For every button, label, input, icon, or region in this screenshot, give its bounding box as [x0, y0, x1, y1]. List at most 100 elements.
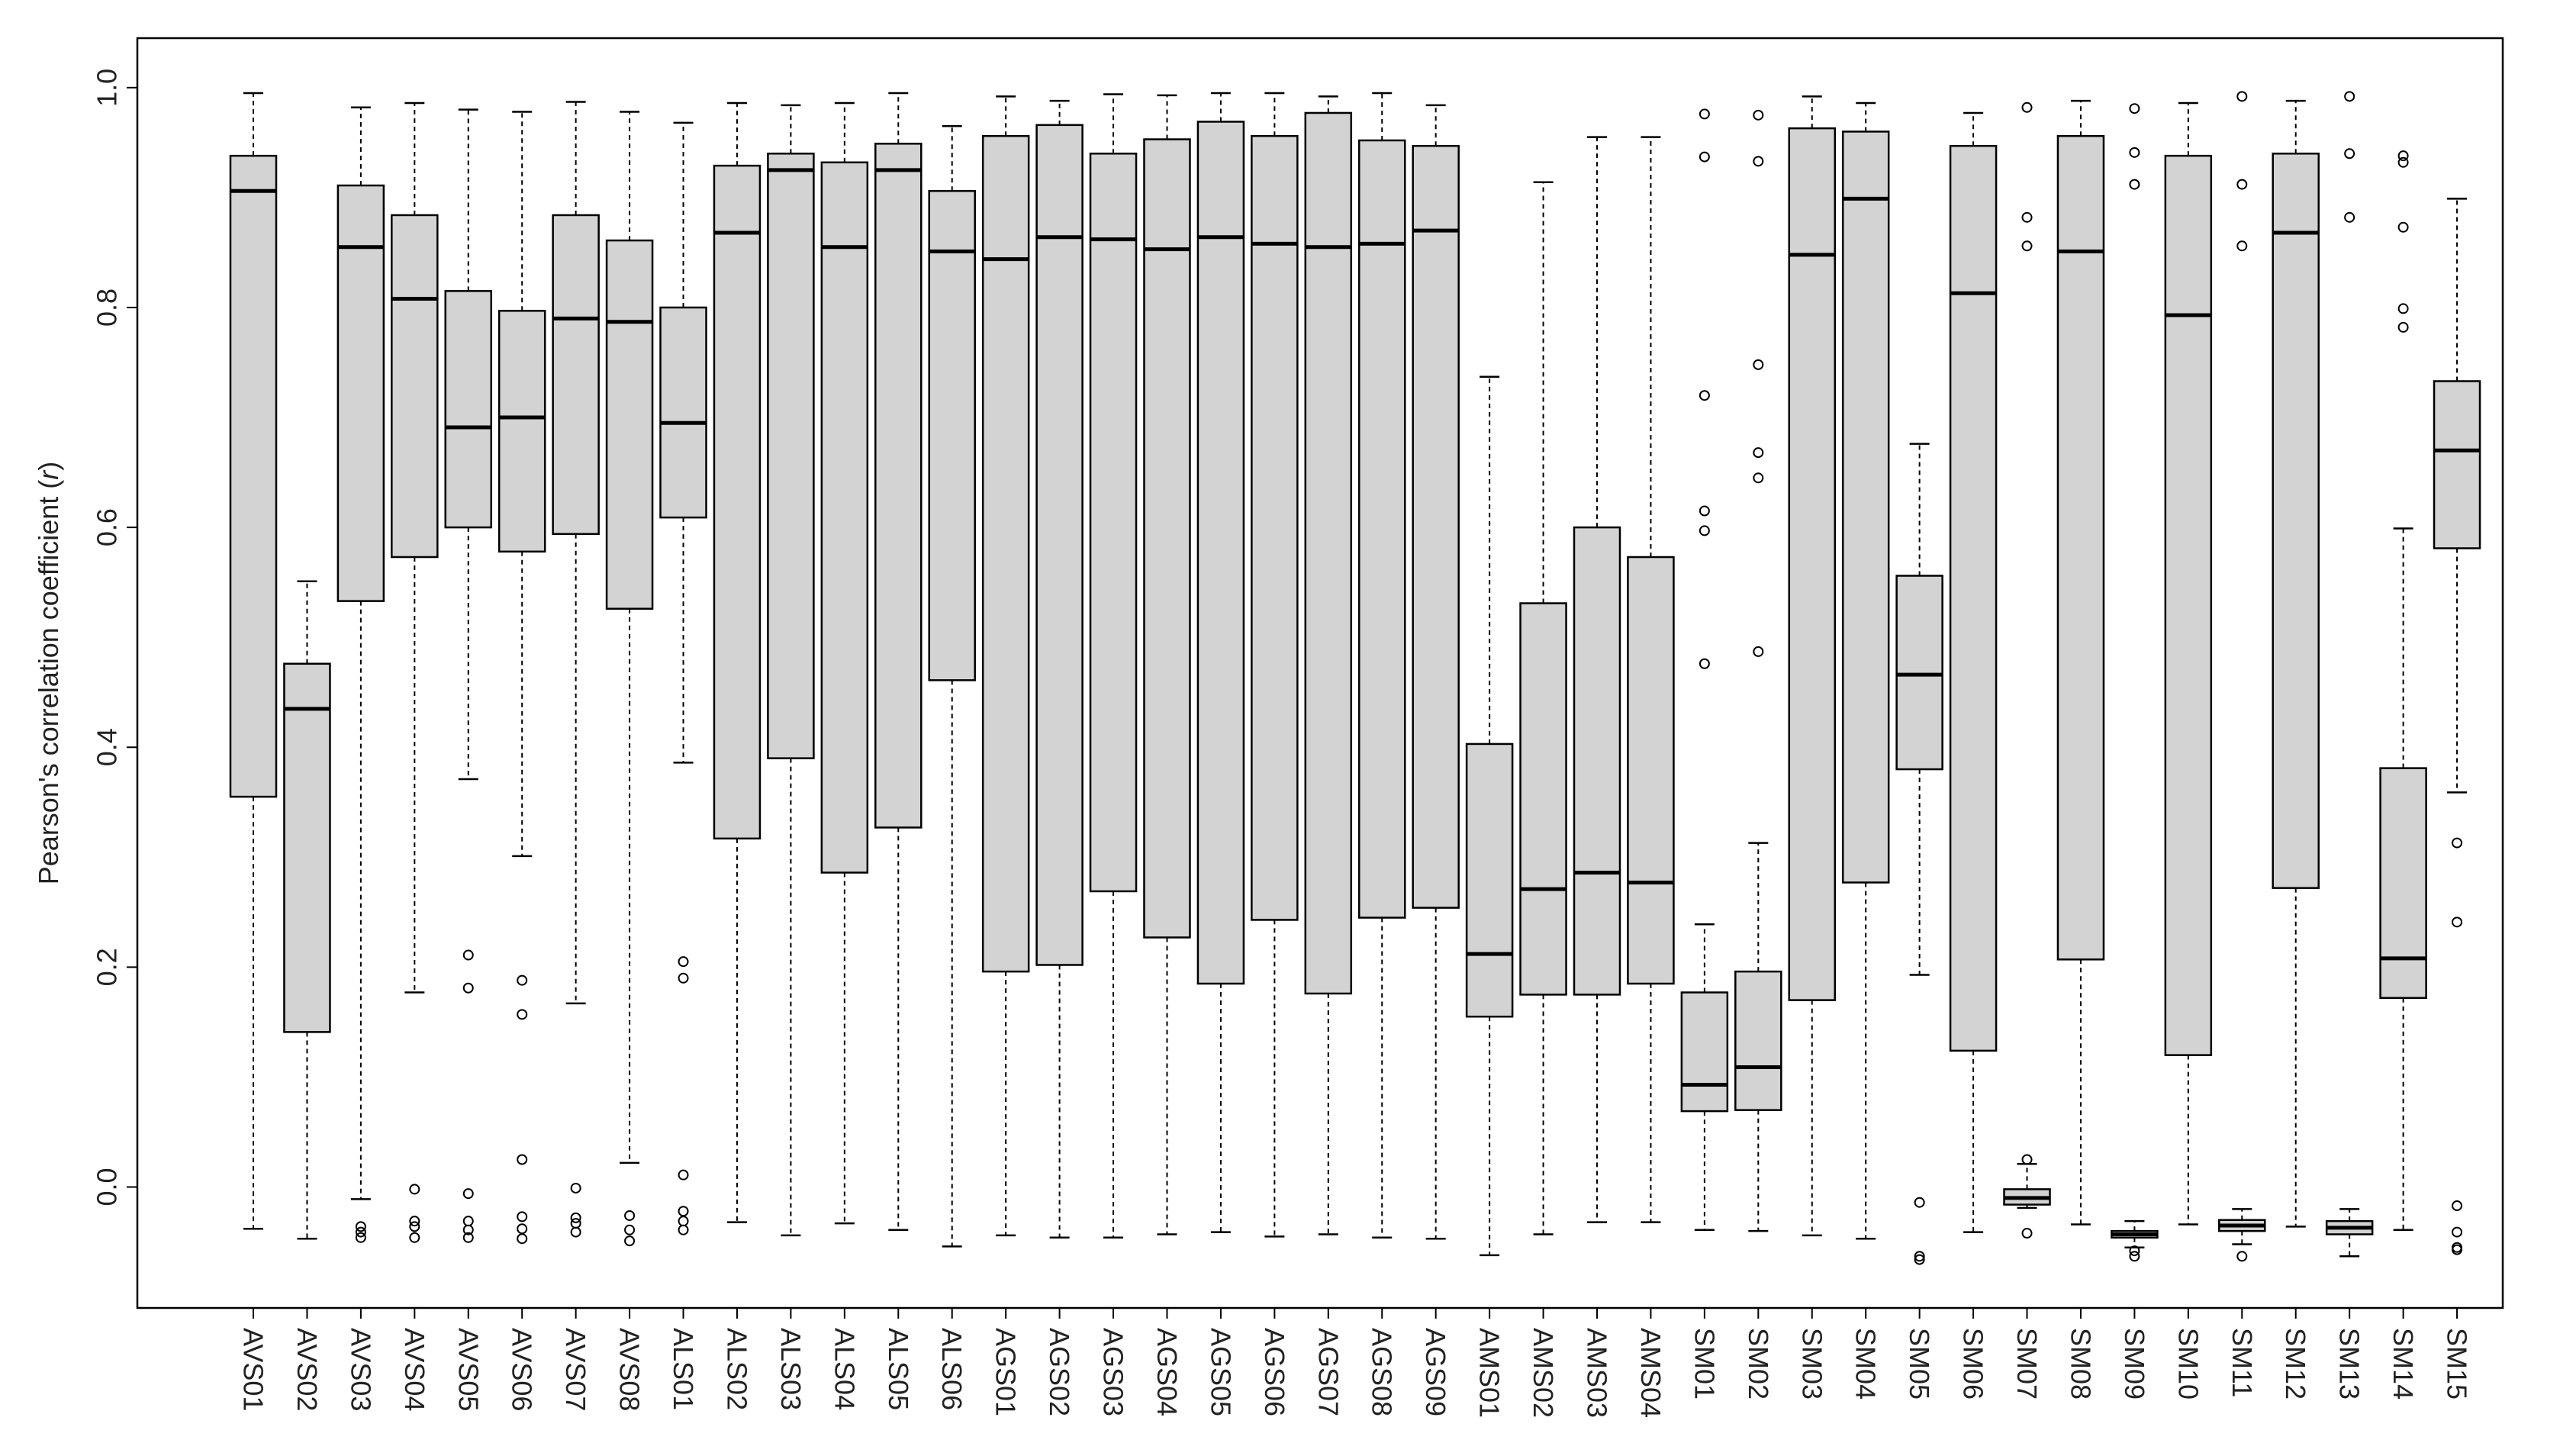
x-tick-label: ALS04: [829, 1328, 860, 1410]
outlier-point: [1914, 1251, 1925, 1262]
outlier-point: [355, 1221, 366, 1232]
x-tick-label: AVS05: [452, 1328, 484, 1411]
x-tick-label: AGS06: [1259, 1328, 1290, 1416]
outlier-point: [2021, 101, 2033, 113]
outlier-point: [517, 1233, 528, 1245]
x-tick-label: ALS05: [883, 1328, 914, 1410]
iqr-box: [391, 214, 439, 559]
y-axis-title-symbol: r: [33, 469, 64, 480]
x-tick-label: SM07: [2011, 1328, 2043, 1400]
x-tick-label: SM14: [2388, 1328, 2419, 1400]
outlier-point: [1699, 658, 1710, 669]
outlier-point: [2129, 147, 2140, 158]
outlier-point: [678, 956, 689, 968]
outlier-point: [2021, 1154, 2033, 1165]
outlier-point: [678, 972, 689, 984]
box-group-als05: [874, 92, 923, 1231]
iqr-box: [1143, 138, 1191, 939]
y-tick-label: 0.6: [92, 508, 123, 546]
outlier-point: [1914, 1254, 1925, 1265]
outlier-point: [462, 982, 474, 994]
iqr-box: [2379, 767, 2427, 999]
x-tick-label: AGS08: [1367, 1328, 1398, 1416]
box-group-als03: [767, 104, 815, 1237]
x-tick-label: SM12: [2280, 1328, 2311, 1400]
outlier-point: [2236, 179, 2248, 190]
iqr-box: [874, 143, 923, 829]
iqr-box: [1949, 144, 1998, 1052]
box-group-ags06: [1251, 92, 1299, 1238]
x-tick-label: AGS02: [1044, 1328, 1075, 1416]
outlier-point: [1699, 525, 1710, 536]
iqr-box: [767, 153, 815, 759]
iqr-box: [1412, 144, 1460, 909]
iqr-box: [1680, 991, 1729, 1113]
outlier-point: [1753, 156, 1764, 167]
iqr-box: [283, 662, 331, 1033]
outlier-point: [1914, 1197, 1925, 1208]
box-group-ags01: [981, 95, 1030, 1237]
x-tick-label: SM09: [2119, 1328, 2150, 1400]
x-tick-label: ALS06: [936, 1328, 968, 1410]
outlier-point: [409, 1221, 420, 1232]
x-tick-label: AGS07: [1312, 1328, 1344, 1416]
outlier-point: [1753, 359, 1764, 370]
outlier-point: [2397, 221, 2409, 233]
box-group-sm09: [2111, 103, 2159, 1262]
y-axis-title-main: Pearson's correlation coefficient (: [33, 480, 64, 884]
outlier-point: [2021, 240, 2033, 252]
iqr-box: [659, 306, 707, 519]
iqr-box: [713, 164, 762, 840]
box-group-avs08: [605, 111, 654, 1247]
iqr-box: [1357, 139, 1406, 919]
outlier-point: [2452, 916, 2463, 928]
outlier-point: [355, 1232, 366, 1243]
outlier-point: [409, 1232, 420, 1243]
outlier-point: [2397, 321, 2409, 333]
outlier-point: [570, 1182, 581, 1193]
outlier-point: [462, 1224, 474, 1235]
iqr-box: [229, 154, 278, 798]
outlier-point: [1699, 108, 1710, 120]
box-group-ags03: [1089, 93, 1138, 1239]
plot-frame: [136, 37, 2504, 1309]
box-group-sm12: [2272, 99, 2320, 1228]
iqr-box: [2164, 154, 2213, 1056]
outlier-point: [2129, 1251, 2140, 1262]
x-tick-label: AMS03: [1582, 1328, 1613, 1418]
outlier-point: [2129, 1245, 2140, 1257]
outlier-point: [624, 1235, 636, 1247]
x-tick-label: AVS03: [345, 1328, 376, 1411]
outlier-point: [2236, 240, 2248, 252]
box-group-als06: [928, 125, 976, 1248]
boxes-layer: [229, 91, 2481, 1265]
box-group-sm03: [1788, 95, 1837, 1237]
outlier-point: [2344, 91, 2355, 102]
iqr-box: [1035, 124, 1084, 966]
x-tick-label: AMS02: [1528, 1328, 1559, 1418]
outlier-point: [2236, 1251, 2248, 1262]
box-group-ags08: [1357, 92, 1406, 1239]
outlier-point: [1699, 390, 1710, 401]
y-tick-label: 0.2: [92, 948, 123, 986]
outlier-point: [517, 974, 528, 986]
iqr-box: [1895, 575, 1943, 771]
iqr-box: [2056, 134, 2105, 961]
outlier-point: [462, 1188, 474, 1200]
box-group-sm13: [2325, 91, 2374, 1258]
x-tick-label: SM06: [1958, 1328, 1989, 1400]
x-tick-label: AMS01: [1474, 1328, 1505, 1418]
y-tick-label: 1.0: [92, 69, 123, 107]
outlier-point: [2397, 156, 2409, 168]
outlier-point: [2344, 148, 2355, 159]
outlier-point: [517, 1154, 528, 1165]
box-group-als04: [820, 101, 869, 1225]
outlier-point: [2021, 1228, 2033, 1239]
x-tick-label: SM01: [1689, 1328, 1720, 1400]
outlier-point: [2452, 1244, 2463, 1255]
box-group-avs03: [336, 106, 385, 1243]
iqr-box: [497, 310, 546, 553]
outlier-point: [1753, 472, 1764, 484]
iqr-box: [1734, 970, 1782, 1111]
